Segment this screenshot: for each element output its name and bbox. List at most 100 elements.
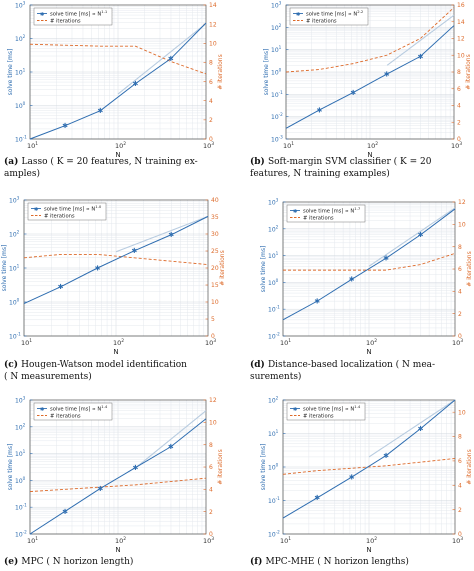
y-tick-label: 100 (9, 298, 20, 307)
y2-axis-label: # iterations (217, 449, 224, 484)
legend-solve-marker: ✱ (34, 206, 39, 213)
x-tick-label: 101 (280, 338, 291, 347)
legend-iter-label: # iterations (44, 213, 75, 219)
legend-box (286, 204, 366, 223)
legend-iter-label: # iterations (50, 18, 81, 24)
solve-time-line (282, 208, 456, 321)
panel-a: 101 102 10310-110010110210302468101214Nsol… (7, 1, 224, 160)
y2-tick-label: 8 (457, 69, 461, 76)
x-axis-label: N (366, 348, 371, 356)
solve-time-marker: ✱ (418, 231, 424, 239)
legend-solve-marker: ✱ (40, 11, 45, 18)
y2-tick-label: 2 (457, 119, 461, 126)
solve-time-marker: ✱ (383, 255, 389, 263)
caption-c: (c) Hougen-Watson model identification ( … (4, 359, 187, 383)
x-axis-label: N (366, 546, 371, 554)
y2-tick-label: 6 (458, 266, 462, 273)
y-axis-label: solve time [ms] (263, 49, 270, 96)
y2-tick-label: 0 (209, 531, 213, 538)
y2-tick-label: 25 (211, 248, 219, 255)
x-tick-label: 102 (115, 141, 126, 150)
y2-tick-label: 8 (458, 244, 462, 251)
y2-tick-label: 4 (457, 103, 461, 110)
legend-solve-label: solve time [ms] ∝ N2.2 (306, 9, 364, 17)
y-tick-label: 10-1 (268, 305, 280, 314)
y2-tick-label: 6 (209, 464, 213, 471)
x-tick-label: 103 (203, 141, 214, 150)
legend-solve-label: solve time [ms] ∝ N1.0 (44, 204, 102, 212)
y2-tick-label: 20 (211, 265, 219, 272)
y-tick-label: 10-1 (9, 332, 21, 341)
y2-axis-label: # iterations (465, 54, 472, 89)
legend-box (33, 7, 113, 26)
legend-solve-marker: ✱ (293, 406, 298, 413)
y-tick-label: 102 (15, 422, 26, 431)
fit-line (386, 14, 455, 66)
y2-tick-label: 4 (209, 487, 213, 494)
y2-tick-label: 16 (457, 2, 465, 9)
iterations-line (282, 458, 456, 475)
y-tick-label: 101 (271, 45, 282, 54)
fit-line (368, 399, 456, 458)
y-tick-label: 10-1 (271, 90, 283, 99)
y-tick-label: 103 (271, 1, 282, 10)
y-tick-label: 10-2 (271, 112, 283, 121)
y2-tick-label: 2 (209, 117, 213, 124)
legend-iter-label: # iterations (50, 413, 81, 419)
y2-tick-label: 14 (209, 2, 217, 9)
solve-time-marker: ✱ (316, 106, 322, 114)
y-tick-label: 103 (268, 198, 279, 207)
y2-tick-label: 4 (458, 289, 462, 296)
x-tick-label: 103 (203, 536, 214, 545)
solve-time-marker: ✱ (349, 276, 355, 284)
solve-time-marker: ✱ (62, 508, 68, 516)
iterations-line (29, 43, 207, 75)
y2-tick-label: 2 (209, 509, 213, 516)
y-tick-label: 101 (9, 264, 20, 273)
y-tick-label: 10-1 (15, 135, 27, 144)
caption-line: ( N measurements) (4, 372, 92, 382)
caption-tag: (f) (250, 557, 266, 567)
y2-tick-label: 4 (458, 482, 462, 489)
solve-time-marker: ✱ (133, 464, 139, 472)
y2-tick-label: 0 (209, 136, 213, 143)
panel-b: 101 102 10310-310-210-11001011021030246810… (263, 1, 472, 160)
legend-box (27, 202, 107, 221)
caption-d: (d) Distance-based localization ( N mea-… (250, 359, 435, 383)
x-axis-label: N (367, 151, 372, 159)
y-tick-label: 10-3 (271, 135, 283, 144)
legend-solve-label: solve time [ms] ∝ N1.1 (50, 9, 108, 17)
solve-time-marker: ✱ (314, 298, 320, 306)
panel-d: 101 102 10310-210-1100101102103024681012Ns… (260, 198, 473, 357)
y2-axis-label: # iterations (219, 250, 226, 285)
y-tick-label: 101 (15, 68, 26, 77)
y-tick-label: 102 (268, 396, 279, 405)
caption-f: (f) MPC-MHE ( N horizon lengths) (250, 556, 409, 568)
caption-tag: (e) (4, 557, 22, 567)
y-axis-label: solve time [ms] (260, 444, 267, 491)
solve-time-marker: ✱ (97, 485, 103, 493)
y-tick-label: 103 (15, 1, 26, 10)
y-tick-label: 100 (15, 101, 26, 110)
iterations-line (283, 252, 456, 271)
solve-time-marker: ✱ (418, 425, 424, 433)
y-tick-label: 103 (15, 396, 26, 405)
panel-f: 101 102 103 10-2 10-1 100 101 102 0 2 4 6 8 10 Nsolve … (260, 396, 473, 555)
y-tick-label: 10-2 (268, 332, 280, 341)
iterations-line (285, 7, 455, 73)
legend-iter-label: # iterations (306, 18, 337, 24)
caption-line: Hougen-Watson model identification (21, 360, 187, 370)
y2-tick-label: 30 (211, 231, 219, 238)
y-tick-label: 10-1 (268, 496, 280, 505)
y2-tick-label: 14 (457, 19, 465, 26)
x-tick-label: 101 (27, 141, 38, 150)
solve-time-marker: ✱ (349, 473, 355, 481)
x-tick-label: 102 (366, 536, 377, 545)
y2-tick-label: 10 (209, 420, 217, 427)
x-axis-label: N (115, 546, 120, 554)
legend-box (289, 7, 369, 26)
solve-time-marker: ✱ (168, 55, 174, 63)
x-tick-label: 101 (27, 536, 38, 545)
y2-tick-label: 5 (211, 316, 215, 323)
